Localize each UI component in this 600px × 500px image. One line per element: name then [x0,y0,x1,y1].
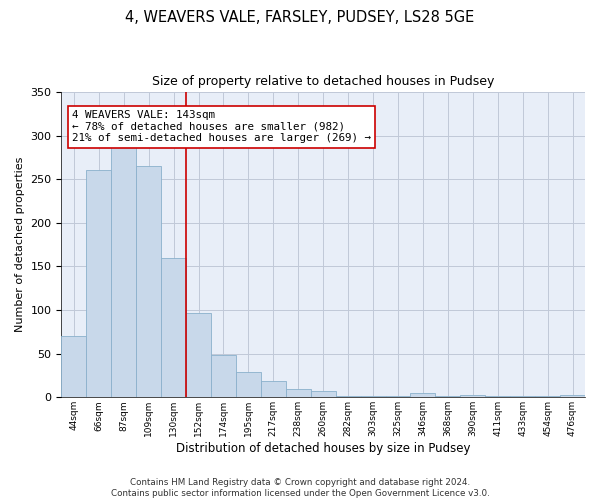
X-axis label: Distribution of detached houses by size in Pudsey: Distribution of detached houses by size … [176,442,470,455]
Text: 4 WEAVERS VALE: 143sqm
← 78% of detached houses are smaller (982)
21% of semi-de: 4 WEAVERS VALE: 143sqm ← 78% of detached… [72,110,371,144]
Bar [61,336,86,398]
Bar [186,312,211,398]
Bar [485,396,510,398]
Title: Size of property relative to detached houses in Pudsey: Size of property relative to detached ho… [152,75,494,88]
Bar [111,142,136,398]
Bar [211,356,236,398]
Text: 4, WEAVERS VALE, FARSLEY, PUDSEY, LS28 5GE: 4, WEAVERS VALE, FARSLEY, PUDSEY, LS28 5… [125,10,475,25]
Bar [510,396,535,398]
Bar [335,396,361,398]
Bar [460,394,485,398]
Bar [236,372,261,398]
Bar [386,396,410,398]
Bar [560,394,585,398]
Bar [535,396,560,398]
Bar [161,258,186,398]
Bar [86,170,111,398]
Text: Contains HM Land Registry data © Crown copyright and database right 2024.
Contai: Contains HM Land Registry data © Crown c… [110,478,490,498]
Bar [261,380,286,398]
Bar [436,396,460,398]
Bar [311,391,335,398]
Bar [410,393,436,398]
Bar [286,390,311,398]
Y-axis label: Number of detached properties: Number of detached properties [15,157,25,332]
Bar [361,396,386,398]
Bar [136,166,161,398]
